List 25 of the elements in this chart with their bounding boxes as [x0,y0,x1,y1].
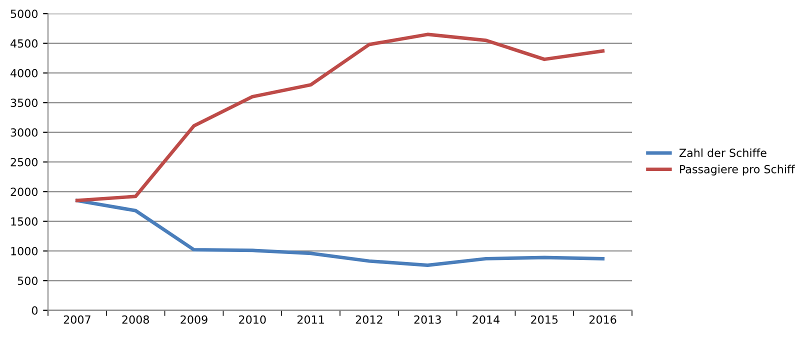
x-tick-label: 2007 [64,315,90,324]
x-tick-label: 2016 [589,315,616,324]
x-tick-label: 2011 [297,315,324,324]
legend-label: Zahl der Schiffe [679,148,766,158]
x-tick-label: 2009 [180,315,208,324]
y-tick-label: 4000 [10,68,38,78]
x-tick-label: 2012 [356,315,382,324]
y-tick-label: 3000 [10,128,38,137]
y-tick-label: 500 [18,276,38,286]
x-tick-label: 2010 [239,315,266,324]
line-series [75,32,605,202]
x-tick-label: 2014 [472,315,500,324]
y-tick-label: 5000 [10,10,38,18]
line-series [75,198,605,267]
y-tick-label: 1500 [11,217,38,226]
y-tick-label: 1000 [11,246,38,256]
y-tick-label: 4500 [10,39,38,48]
legend-label: Passagiere pro Schiff [680,164,796,176]
y-tick-label: 3500 [10,98,38,108]
y-tick-label: 0 [32,306,38,315]
x-tick-label: 2015 [531,315,558,324]
x-tick-label: 2013 [414,315,441,324]
x-tick-label: 2008 [122,315,149,324]
y-tick-label: 2000 [10,188,38,196]
y-tick-label: 2500 [10,158,38,166]
